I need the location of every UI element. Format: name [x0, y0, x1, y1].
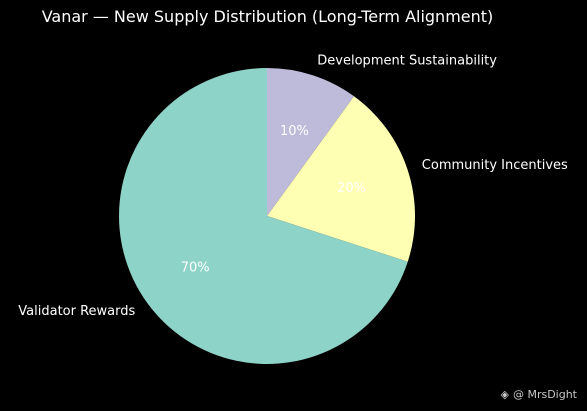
binance-logo-icon: ◈	[500, 388, 509, 401]
pie-category-label-2: Validator Rewards	[18, 304, 135, 319]
pie-slice-1	[267, 96, 416, 262]
pie-category-label-0: Development Sustainability	[317, 54, 497, 69]
watermark: ◈ @ MrsDight	[500, 388, 577, 401]
pie-slices	[119, 68, 416, 364]
watermark-text: @ MrsDight	[512, 388, 577, 401]
pie-pct-label-2: 70%	[181, 261, 210, 276]
pie-slice-2	[119, 68, 408, 364]
pie-category-label-1: Community Incentives	[422, 158, 568, 173]
chart-title: Vanar — New Supply Distribution (Long-Te…	[41, 7, 494, 26]
pie-slice-0	[267, 68, 354, 216]
pie-labels: 10% Development Sustainability 20% Communit…	[18, 54, 568, 320]
pie-pct-label-0: 10%	[280, 124, 309, 139]
pie-pct-label-1: 20%	[337, 181, 366, 196]
